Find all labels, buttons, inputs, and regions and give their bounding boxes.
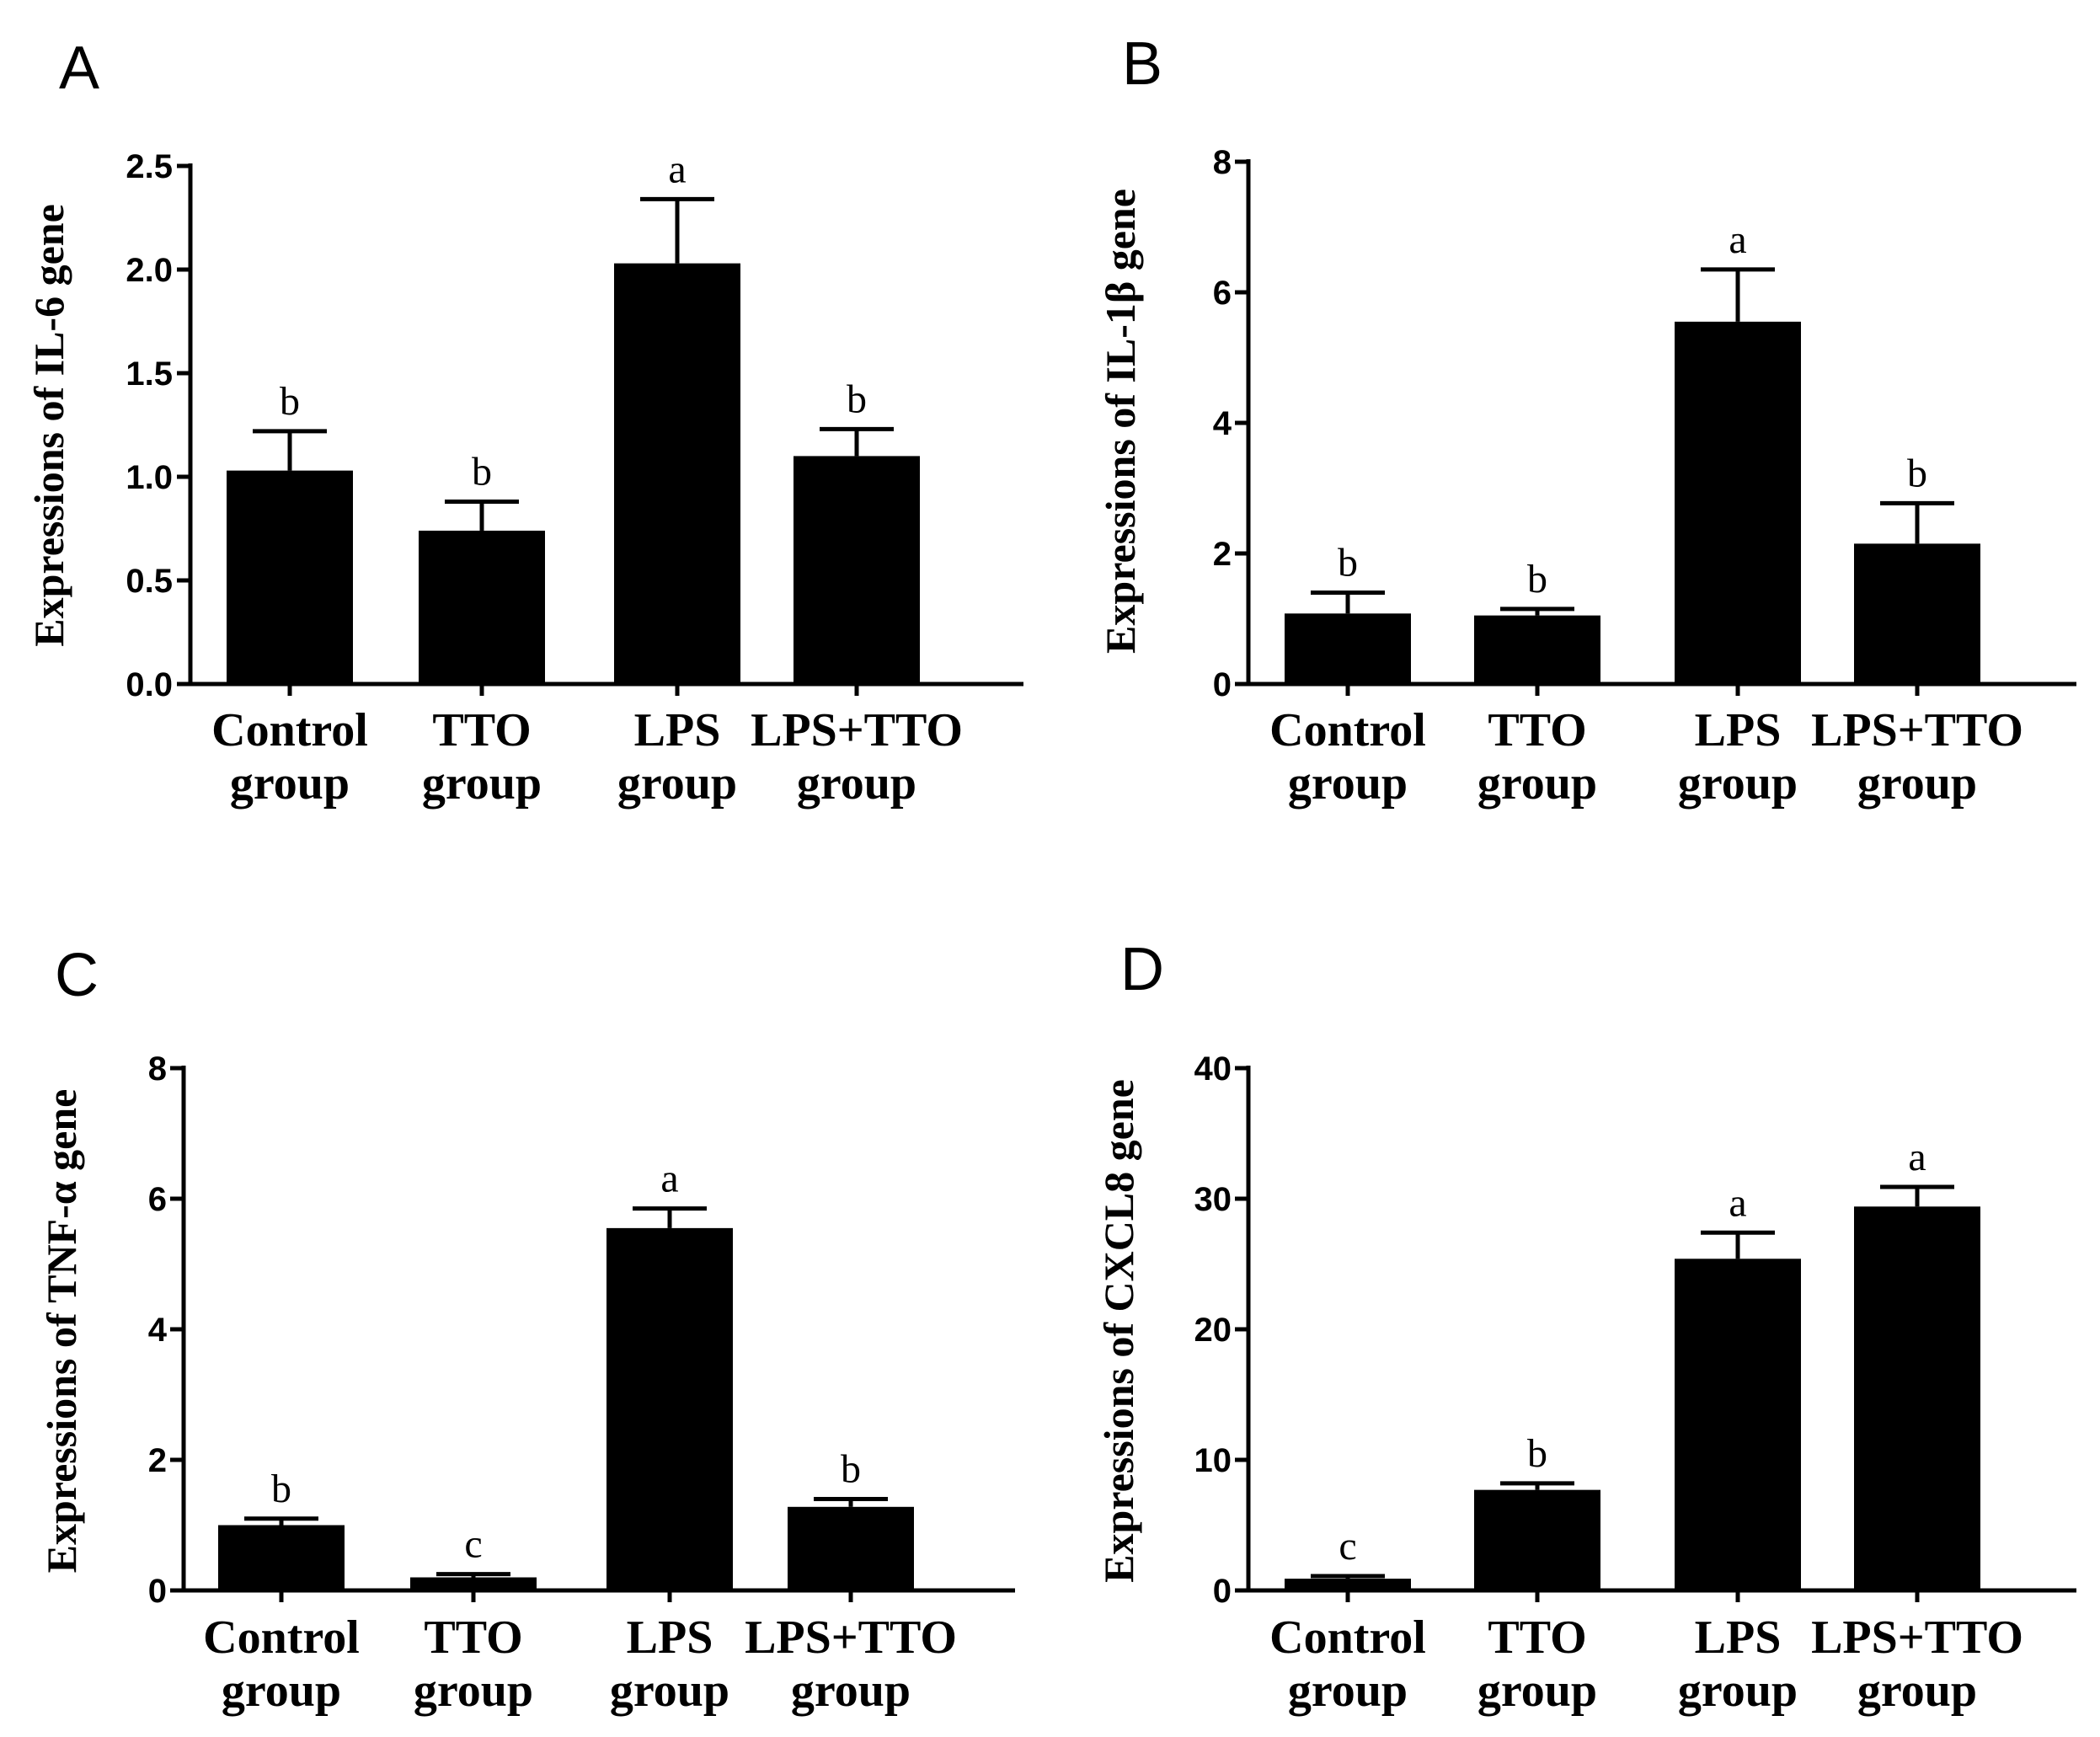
category-label: LPS	[627, 1611, 713, 1664]
category-label-line2: group	[1857, 757, 1977, 810]
y-tick-label: 0	[148, 1573, 167, 1610]
category-label: LPS+TTO	[745, 1611, 957, 1664]
y-axis-title: Expressions of IL-6 gene	[25, 204, 72, 647]
category-label-line2: group	[1477, 1665, 1597, 1717]
y-tick-label: 2.0	[126, 252, 173, 289]
bar	[1675, 321, 1801, 684]
significance-label: c	[1339, 1524, 1356, 1569]
y-tick-label: 6	[1213, 275, 1232, 312]
category-label: LPS+TTO	[751, 704, 963, 756]
y-tick-label: 30	[1194, 1181, 1232, 1218]
category-label: LPS+TTO	[1811, 1611, 2023, 1664]
y-tick-label: 2.5	[126, 148, 173, 185]
category-label-line2: group	[791, 1665, 911, 1717]
category-label-line2: group	[230, 757, 350, 810]
y-axis-title: Expressions of CXCL8 gene	[1095, 1079, 1142, 1583]
significance-label: b	[1907, 451, 1927, 495]
y-tick-label: 8	[148, 1050, 167, 1088]
y-tick-label: 0	[1213, 666, 1232, 703]
category-label: Control	[203, 1611, 360, 1664]
significance-label: a	[1908, 1135, 1926, 1179]
category-label: LPS+TTO	[1811, 704, 2023, 756]
category-label: Control	[1269, 1611, 1426, 1664]
significance-label: a	[660, 1157, 678, 1201]
significance-label: a	[668, 147, 686, 191]
significance-label: b	[280, 379, 300, 424]
bar	[218, 1525, 345, 1590]
category-label: TTO	[1488, 704, 1586, 756]
panel-letter: A	[59, 35, 99, 102]
panel-letter: D	[1120, 936, 1164, 1003]
significance-label: a	[1729, 1180, 1746, 1225]
category-label-line2: group	[414, 1665, 533, 1717]
y-tick-label: 6	[148, 1181, 167, 1218]
y-tick-label: 2	[148, 1442, 167, 1479]
bar	[1854, 1206, 1980, 1590]
y-tick-label: 2	[1213, 536, 1232, 573]
bar	[1854, 543, 1980, 684]
y-axis-title: Expressions of IL-1β gene	[1097, 189, 1144, 654]
y-tick-label: 0.5	[126, 563, 173, 600]
chart-panel-a: A Expressions of IL-6 gene 0.0 0.5 1.0 1.5 2.0…	[25, 35, 1023, 810]
category-label-line2: group	[610, 1665, 729, 1717]
significance-label: b	[271, 1467, 291, 1511]
significance-label: b	[841, 1447, 861, 1492]
category-label: Control	[211, 704, 368, 756]
bar	[606, 1227, 733, 1590]
y-axis-title: Expressions of TNF-α gene	[38, 1089, 85, 1574]
significance-label: b	[1527, 557, 1547, 601]
significance-label: b	[1527, 1431, 1547, 1476]
category-label: LPS	[1695, 704, 1782, 756]
category-label-line2: group	[422, 757, 542, 810]
y-tick-label: 10	[1194, 1442, 1232, 1479]
category-label-line2: group	[1678, 1665, 1798, 1717]
bar	[1285, 1579, 1411, 1590]
bar	[1285, 613, 1411, 684]
significance-label: b	[847, 377, 867, 421]
category-label: TTO	[432, 704, 531, 756]
bar	[419, 530, 545, 684]
bar	[788, 1506, 914, 1590]
significance-label: b	[1338, 541, 1358, 585]
significance-label: a	[1729, 217, 1746, 262]
category-label-line2: group	[1477, 757, 1597, 810]
y-tick-label: 4	[148, 1312, 168, 1349]
category-label-line2: group	[1678, 757, 1798, 810]
category-label: LPS	[1695, 1611, 1782, 1664]
category-label-line2: group	[1288, 1665, 1408, 1717]
significance-label: b	[472, 450, 492, 494]
bar	[794, 456, 920, 684]
y-tick-label: 0.0	[126, 666, 173, 703]
category-label: TTO	[1488, 1611, 1586, 1664]
bar	[1474, 615, 1600, 684]
category-label: TTO	[424, 1611, 522, 1664]
category-label: Control	[1269, 704, 1426, 756]
y-tick-label: 8	[1213, 144, 1232, 181]
category-label-line2: group	[617, 757, 737, 810]
category-label: LPS	[634, 704, 721, 756]
panel-letter: B	[1122, 30, 1162, 98]
bar	[410, 1577, 537, 1590]
bar	[1675, 1259, 1801, 1590]
significance-label: c	[464, 1522, 482, 1567]
bar	[1474, 1489, 1600, 1590]
category-label-line2: group	[222, 1665, 341, 1717]
category-label-line2: group	[797, 757, 916, 810]
y-tick-label: 4	[1213, 405, 1232, 442]
y-tick-label: 20	[1194, 1312, 1232, 1349]
chart-panel-d: D Expressions of CXCL8 gene 0 10 20 30 40 c Cont…	[1095, 936, 2076, 1717]
y-tick-label: 1.0	[126, 459, 173, 496]
bar	[227, 470, 353, 684]
y-tick-label: 1.5	[126, 355, 173, 393]
panel-letter: C	[55, 942, 99, 1009]
y-tick-label: 0	[1213, 1573, 1232, 1610]
category-label-line2: group	[1288, 757, 1408, 810]
category-label-line2: group	[1857, 1665, 1977, 1717]
bar	[614, 263, 740, 684]
y-tick-label: 40	[1194, 1050, 1232, 1088]
